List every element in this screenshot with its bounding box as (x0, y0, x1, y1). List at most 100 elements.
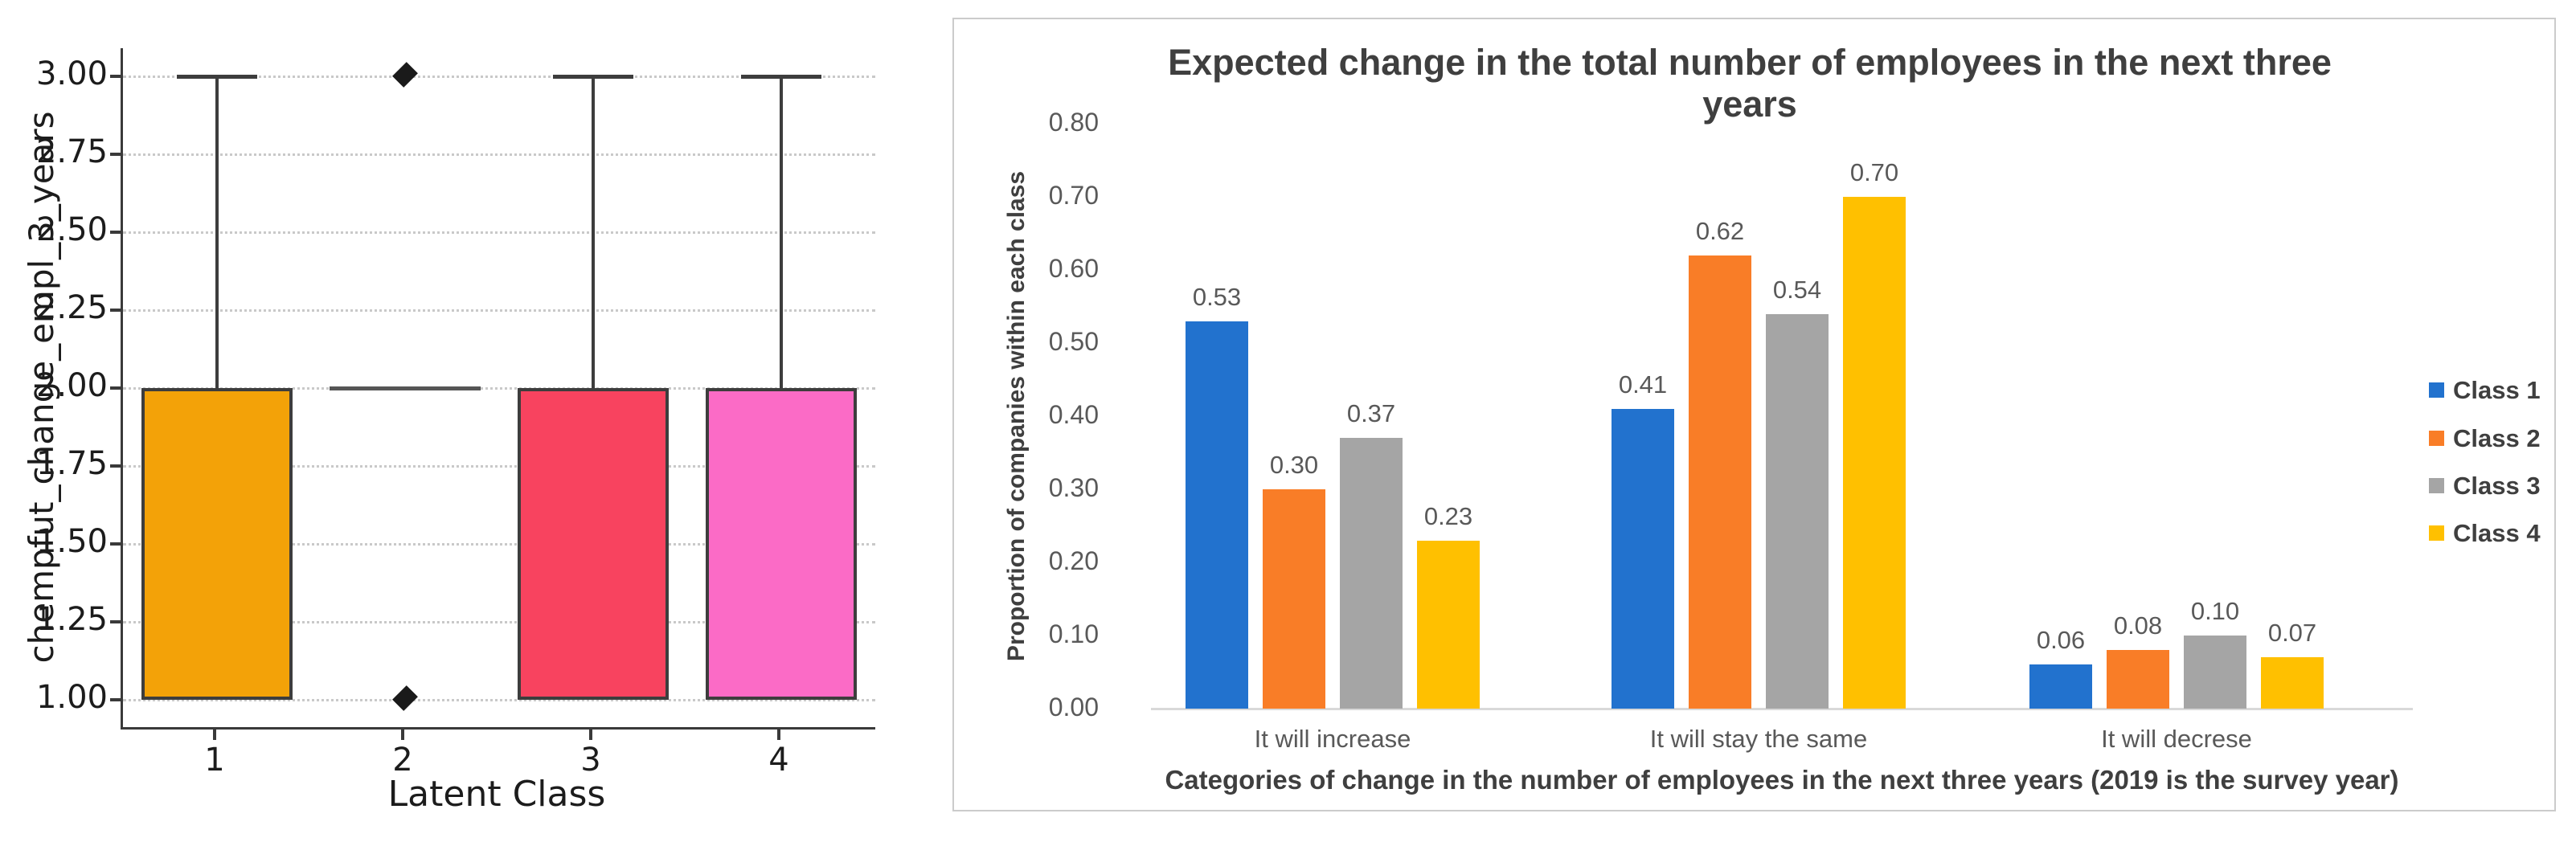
y-tick-label: 1.25 (35, 601, 108, 638)
x-tick-mark (589, 730, 592, 740)
bar-class-2 (2107, 650, 2169, 709)
y-tick-mark (110, 542, 121, 546)
gridline (123, 621, 875, 623)
whisker (592, 76, 595, 388)
y-tick-label: 0.60 (1048, 254, 1099, 283)
y-tick-label: 2.00 (35, 367, 108, 404)
bar-value-label: 0.30 (1269, 451, 1319, 479)
y-tick-label: 3.00 (35, 55, 108, 92)
box (141, 388, 293, 700)
whisker-cap (741, 75, 821, 79)
category-label: It will decrese (2101, 725, 2252, 753)
bar-value-label: 0.62 (1695, 217, 1745, 245)
y-tick-label: 1.50 (35, 523, 108, 560)
legend-item-class-2: Class 2 (2429, 424, 2541, 453)
legend-item-class-3: Class 3 (2429, 472, 2541, 501)
category-label: It will stay the same (1649, 725, 1868, 753)
bar-value-label: 0.23 (1423, 502, 1473, 530)
gridline (123, 76, 875, 78)
y-tick-label: 0.00 (1048, 693, 1099, 721)
whisker (215, 76, 219, 388)
bar-value-label: 0.06 (2036, 626, 2086, 654)
y-tick-label: 0.20 (1048, 546, 1099, 575)
x-tick-label: 2 (392, 742, 413, 779)
whisker-cap (553, 75, 633, 79)
boxplot-plot-area (121, 48, 875, 730)
gridline (123, 387, 875, 390)
gridline (123, 309, 875, 312)
x-tick-label: 1 (204, 742, 225, 779)
bar-value-label: 0.53 (1192, 283, 1242, 311)
category-label: It will increase (1254, 725, 1411, 753)
bar-value-label: 0.37 (1346, 399, 1396, 427)
bar-class-3 (1340, 438, 1403, 709)
bar-chart-legend: Class 1 Class 2 Class 3 Class 4 (2429, 19, 2558, 810)
legend-label: Class 3 (2453, 472, 2541, 500)
y-tick-label: 2.50 (35, 211, 108, 248)
bar-class-4 (2261, 657, 2324, 709)
y-tick-mark (110, 464, 121, 468)
legend-label: Class 4 (2453, 519, 2541, 547)
y-tick-mark (110, 620, 121, 623)
boxplot-figure: chempfut_change_empl_3_years Latent Clas… (0, 0, 900, 842)
gridline (123, 231, 875, 234)
legend-item-class-4: Class 4 (2429, 519, 2541, 548)
legend-swatch-icon (2429, 478, 2444, 494)
y-tick-mark (110, 231, 121, 234)
y-tick-label: 2.25 (35, 289, 108, 326)
gridline (123, 699, 875, 701)
legend-item-class-1: Class 1 (2429, 376, 2541, 405)
y-tick-mark (110, 75, 121, 78)
y-tick-mark (110, 698, 121, 701)
gridline (123, 543, 875, 546)
y-tick-mark (110, 309, 121, 312)
box (706, 388, 857, 700)
bar-chart-plot-area: 0.00 0.10 0.20 0.30 0.40 0.50 0.60 0.70 0.80 0.53… (954, 19, 2554, 810)
whisker (780, 76, 783, 388)
bar-chart-title: Expected change in the total number of e… (1168, 42, 2332, 125)
bar-value-label: 0.41 (1618, 370, 1668, 399)
y-tick-label: 0.70 (1048, 181, 1099, 210)
legend-swatch-icon (2429, 525, 2444, 542)
y-tick-label: 1.75 (35, 445, 108, 482)
bar-class-1 (1186, 321, 1248, 709)
bar-class-2 (1263, 489, 1325, 709)
x-tick-mark (213, 730, 216, 740)
x-tick-label: 4 (768, 742, 789, 779)
y-tick-label: 0.10 (1048, 619, 1099, 648)
x-tick-mark (401, 730, 404, 740)
bar-value-label: 0.54 (1772, 276, 1822, 304)
legend-swatch-icon (2429, 382, 2444, 399)
bar-value-label: 0.07 (2267, 619, 2317, 647)
bar-class-1 (2029, 664, 2092, 709)
y-tick-label: 0.80 (1048, 108, 1099, 137)
y-tick-label: 0.40 (1048, 400, 1099, 429)
bar-chart-x-axis-label: Categories of change in the number of em… (1165, 765, 2399, 795)
outlier-diamond (392, 62, 418, 88)
legend-swatch-icon (2429, 431, 2444, 447)
y-tick-label: 0.30 (1048, 473, 1099, 502)
y-tick-label: 1.00 (35, 679, 108, 716)
gridline (123, 153, 875, 156)
bar-chart-panel: Expected change in the total number of e… (952, 18, 2556, 811)
boxplot-x-axis-label: Latent Class (387, 774, 606, 815)
median-line (330, 386, 481, 390)
y-tick-label: 0.50 (1048, 327, 1099, 356)
bar-class-3 (1766, 314, 1829, 709)
bar-value-label: 0.70 (1849, 158, 1899, 186)
bar-value-label: 0.10 (2190, 597, 2240, 625)
box (518, 388, 669, 700)
bar-class-3 (2184, 636, 2246, 709)
x-axis-line (1151, 708, 2413, 710)
bar-value-label: 0.08 (2113, 611, 2163, 640)
bar-class-4 (1843, 197, 1906, 709)
y-tick-mark (110, 153, 121, 156)
x-tick-mark (777, 730, 780, 740)
y-tick-label: 2.75 (35, 133, 108, 170)
outlier-diamond (392, 685, 418, 711)
whisker-cap (177, 75, 257, 79)
bar-class-2 (1689, 255, 1751, 709)
legend-label: Class 2 (2453, 424, 2541, 452)
bar-class-4 (1417, 541, 1480, 709)
